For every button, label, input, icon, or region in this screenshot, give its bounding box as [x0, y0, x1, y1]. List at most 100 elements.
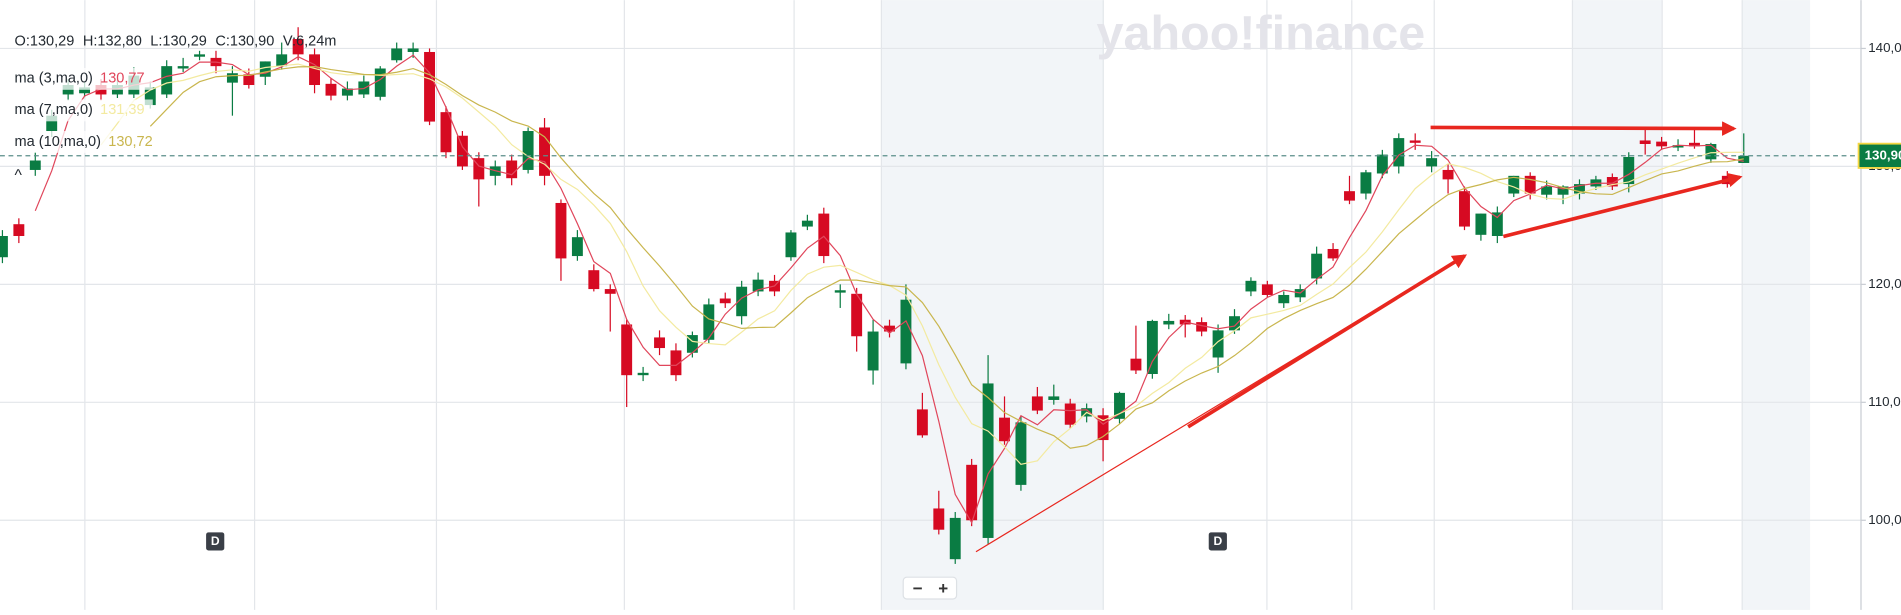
- y-tick-label: 120,00: [1868, 276, 1901, 291]
- candle-body: [13, 224, 25, 236]
- zoom-out[interactable]: −: [913, 579, 923, 598]
- candle-body: [933, 508, 945, 530]
- candle-body: [719, 298, 731, 304]
- candle-body: [966, 464, 978, 521]
- candle-body: [1689, 142, 1700, 147]
- candle-body: [325, 83, 337, 96]
- candle-body: [1360, 172, 1372, 194]
- candle-body: [818, 213, 830, 257]
- ma-line: [149, 66, 1744, 449]
- ohlc-header: O:130,29 H:132,80 L:130,29 C:130,90 V:6,24m: [15, 33, 337, 49]
- candle-body: [391, 48, 403, 61]
- candle-body: [884, 325, 895, 332]
- candle-body: [949, 517, 961, 560]
- grid: [0, 47, 1861, 521]
- candle-body: [1048, 396, 1060, 400]
- zoom-control: [902, 576, 958, 600]
- candle-body: [1245, 280, 1257, 292]
- legend: ma (3,ma,0) 130,77 ma (7,ma,0) 131,39 ma (10…: [9, 67, 153, 153]
- candle-body: [1606, 177, 1618, 187]
- candle-body: [736, 286, 748, 317]
- header-item: O:130,29: [15, 33, 75, 49]
- band: [1572, 0, 1663, 610]
- legend-name: ma (3,ma,0): [15, 71, 93, 87]
- candle-body: [46, 115, 58, 132]
- candle-body: [1114, 392, 1125, 419]
- candle-body: [292, 39, 304, 55]
- candle-body: [604, 289, 616, 294]
- y-tick-label: 140,00: [1868, 40, 1901, 55]
- collapse-button[interactable]: ^: [15, 167, 23, 184]
- candle-body: [1639, 140, 1651, 144]
- watermark: yahoo!finance: [1097, 6, 1426, 60]
- candle-body: [177, 66, 189, 69]
- candle-body: [1475, 213, 1487, 235]
- candle-body: [1409, 140, 1421, 143]
- candle-body: [1097, 415, 1109, 441]
- candle-body: [522, 131, 534, 170]
- band: [1742, 0, 1811, 610]
- candle-body: [621, 324, 633, 376]
- y-axis: 100,00110,00120,00130,00140,00: [1860, 40, 1901, 527]
- candle-body: [374, 68, 386, 97]
- candle-body: [1557, 186, 1569, 195]
- candle-body: [341, 88, 353, 96]
- candle-body: [1311, 253, 1323, 279]
- candle-body: [1656, 141, 1668, 147]
- candle-body: [1574, 184, 1585, 194]
- candle-body: [1015, 422, 1027, 485]
- candle-body: [1623, 156, 1635, 185]
- candle-body: [1491, 212, 1503, 236]
- candle-body: [1508, 175, 1520, 194]
- candle-body: [686, 335, 698, 353]
- candle-body: [916, 409, 928, 436]
- annotations: [975, 121, 1743, 553]
- candle-body: [1376, 154, 1388, 174]
- candle-body: [588, 270, 600, 290]
- last-price-label: 130,90: [1865, 147, 1901, 162]
- candle-body: [785, 232, 797, 258]
- header-item: C:130,90: [215, 33, 274, 49]
- candle-body: [1163, 320, 1175, 325]
- candle-body: [1524, 175, 1536, 194]
- candle-body: [752, 279, 764, 292]
- y-tick-label: 110,00: [1868, 394, 1901, 409]
- session-bands: [881, 0, 1811, 610]
- candle-body: [440, 112, 452, 153]
- candle-body: [670, 350, 682, 376]
- candle-body: [1212, 330, 1224, 358]
- candle-body: [867, 331, 879, 371]
- candle-body: [309, 54, 321, 86]
- ma-line: [34, 54, 1744, 525]
- candle-body: [801, 220, 813, 227]
- legend-bg: [9, 67, 153, 90]
- candle-body: [1130, 358, 1142, 371]
- candle-body: [539, 127, 550, 176]
- candle-body: [703, 304, 715, 340]
- marker-box: [1208, 532, 1227, 551]
- candle-body: [1229, 316, 1240, 331]
- moving-averages: [34, 54, 1744, 525]
- candle-body: [1705, 143, 1717, 160]
- candle-body: [1146, 320, 1158, 375]
- candle-body: [637, 372, 649, 376]
- candle-body: [1031, 396, 1043, 411]
- marker-label: D: [1213, 534, 1222, 548]
- candle-body: [29, 160, 41, 170]
- candle-body: [851, 293, 863, 337]
- header-item: L:130,29: [150, 33, 207, 49]
- candle-body: [571, 237, 583, 257]
- candle-body: [1541, 186, 1553, 195]
- overlay: O:130,29 H:132,80 L:130,29 C:130,90 V:6,24m …: [9, 33, 1227, 600]
- candle-body: [1064, 403, 1076, 425]
- candle-body: [243, 74, 255, 86]
- vertical-grid: [84, 0, 1743, 610]
- zoom-in[interactable]: +: [938, 579, 948, 598]
- candle-body: [161, 66, 173, 95]
- y-tick-label: 100,00: [1868, 512, 1901, 527]
- candle-body: [834, 290, 846, 293]
- candle-body: [194, 54, 206, 57]
- arrow: [1502, 172, 1743, 239]
